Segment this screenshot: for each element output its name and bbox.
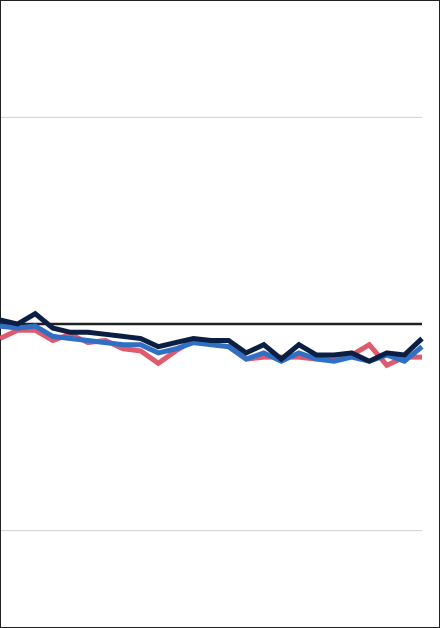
- series-line-1: [0, 323, 424, 365]
- series-line-0: [0, 310, 424, 364]
